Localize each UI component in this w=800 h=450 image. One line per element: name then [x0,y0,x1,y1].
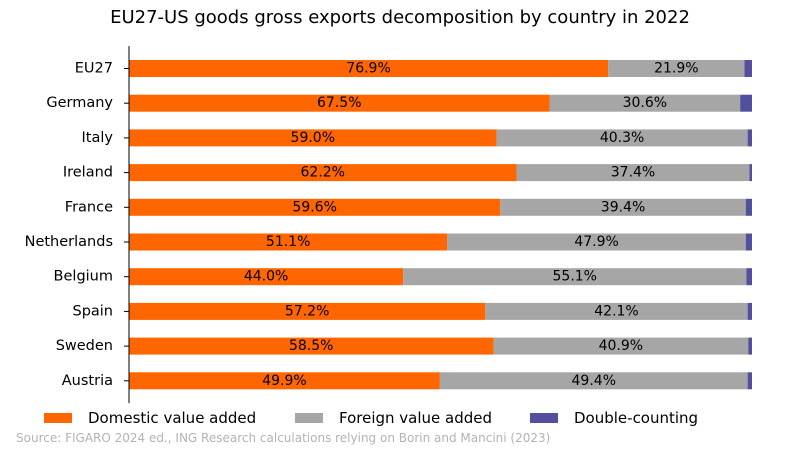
category-label-belgium: Belgium [54,269,113,285]
bar-foreign-value-added-austria [439,372,748,390]
bar-domestic-value-added-netherlands [129,233,448,251]
legend-swatch-domestic [44,413,72,423]
data-label-foreign-value-added-france: 39.4% [601,199,645,215]
bar-domestic-value-added-austria [129,372,440,390]
data-label-domestic-value-added-italy: 59.0% [291,130,335,146]
legend-swatch-foreign [295,413,323,423]
data-label-domestic-value-added-eu27: 76.9% [346,61,390,77]
chart-legend: Domestic value added Foreign value added… [0,408,800,428]
data-label-foreign-value-added-germany: 30.6% [623,95,667,111]
bar-domestic-value-added-sweden [129,337,494,355]
bar-foreign-value-added-sweden [493,337,749,355]
bar-foreign-value-added-eu27 [608,60,745,77]
data-label-foreign-value-added-ireland: 37.4% [611,165,655,181]
data-label-domestic-value-added-spain: 57.2% [285,303,329,319]
bar-double-counting-austria [747,372,752,390]
legend-item-foreign: Foreign value added [295,408,492,428]
bar-domestic-value-added-france [129,198,501,216]
bar-foreign-value-added-belgium [403,268,747,286]
category-label-austria: Austria [62,373,113,389]
legend-item-double-counting: Double-counting [530,408,698,428]
bar-double-counting-ireland [749,164,752,182]
bar-double-counting-germany [740,94,752,112]
bar-domestic-value-added-spain [129,302,486,320]
data-label-foreign-value-added-belgium: 55.1% [553,269,597,285]
data-label-domestic-value-added-austria: 49.9% [262,373,306,389]
bar-domestic-value-added-eu27 [129,60,609,77]
data-label-foreign-value-added-spain: 42.1% [594,303,638,319]
category-label-eu27: EU27 [75,61,113,77]
bar-foreign-value-added-ireland [516,164,750,182]
bar-foreign-value-added-spain [485,302,748,320]
bar-double-counting-sweden [748,337,752,355]
legend-label-domestic: Domestic value added [88,409,257,427]
bar-double-counting-france [745,198,752,216]
category-label-netherlands: Netherlands [25,234,113,250]
category-label-france: France [65,199,113,215]
category-label-spain: Spain [72,303,113,319]
bar-double-counting-italy [747,129,752,147]
source-note: Source: FIGARO 2024 ed., ING Research ca… [16,431,551,445]
bar-foreign-value-added-netherlands [447,233,746,251]
data-label-foreign-value-added-netherlands: 47.9% [574,234,618,250]
bar-domestic-value-added-germany [129,94,550,112]
category-label-italy: Italy [82,130,114,146]
bar-domestic-value-added-belgium [129,268,404,286]
bar-double-counting-netherlands [745,233,752,251]
data-label-domestic-value-added-france: 59.6% [292,199,336,215]
data-label-foreign-value-added-sweden: 40.9% [599,338,643,354]
data-label-domestic-value-added-netherlands: 51.1% [266,234,310,250]
data-label-domestic-value-added-belgium: 44.0% [244,269,288,285]
legend-swatch-double-counting [530,413,558,423]
bar-foreign-value-added-germany [549,94,741,112]
bar-foreign-value-added-italy [496,129,748,147]
bar-domestic-value-added-ireland [129,164,517,182]
bar-foreign-value-added-france [500,198,746,216]
data-label-foreign-value-added-austria: 49.4% [572,373,616,389]
chart-title: EU27-US goods gross exports decompositio… [110,7,690,28]
data-label-foreign-value-added-eu27: 21.9% [654,61,698,77]
legend-item-domestic: Domestic value added [44,408,256,428]
legend-label-foreign: Foreign value added [339,409,493,427]
bar-double-counting-eu27 [744,60,752,77]
data-label-domestic-value-added-germany: 67.5% [317,95,361,111]
data-label-domestic-value-added-sweden: 58.5% [289,338,333,354]
bar-double-counting-belgium [746,268,752,286]
stacked-bar-chart: EU27 76.9% 21.9% Germany 67.5% 30.6% Italy 59.0… [25,46,752,404]
bar-double-counting-spain [747,302,752,320]
category-label-ireland: Ireland [63,165,113,181]
legend-label-double-counting: Double-counting [574,409,699,427]
data-label-foreign-value-added-italy: 40.3% [600,130,644,146]
data-label-domestic-value-added-ireland: 62.2% [301,165,345,181]
category-label-germany: Germany [46,95,113,111]
category-label-sweden: Sweden [56,338,113,354]
bar-domestic-value-added-italy [129,129,497,147]
